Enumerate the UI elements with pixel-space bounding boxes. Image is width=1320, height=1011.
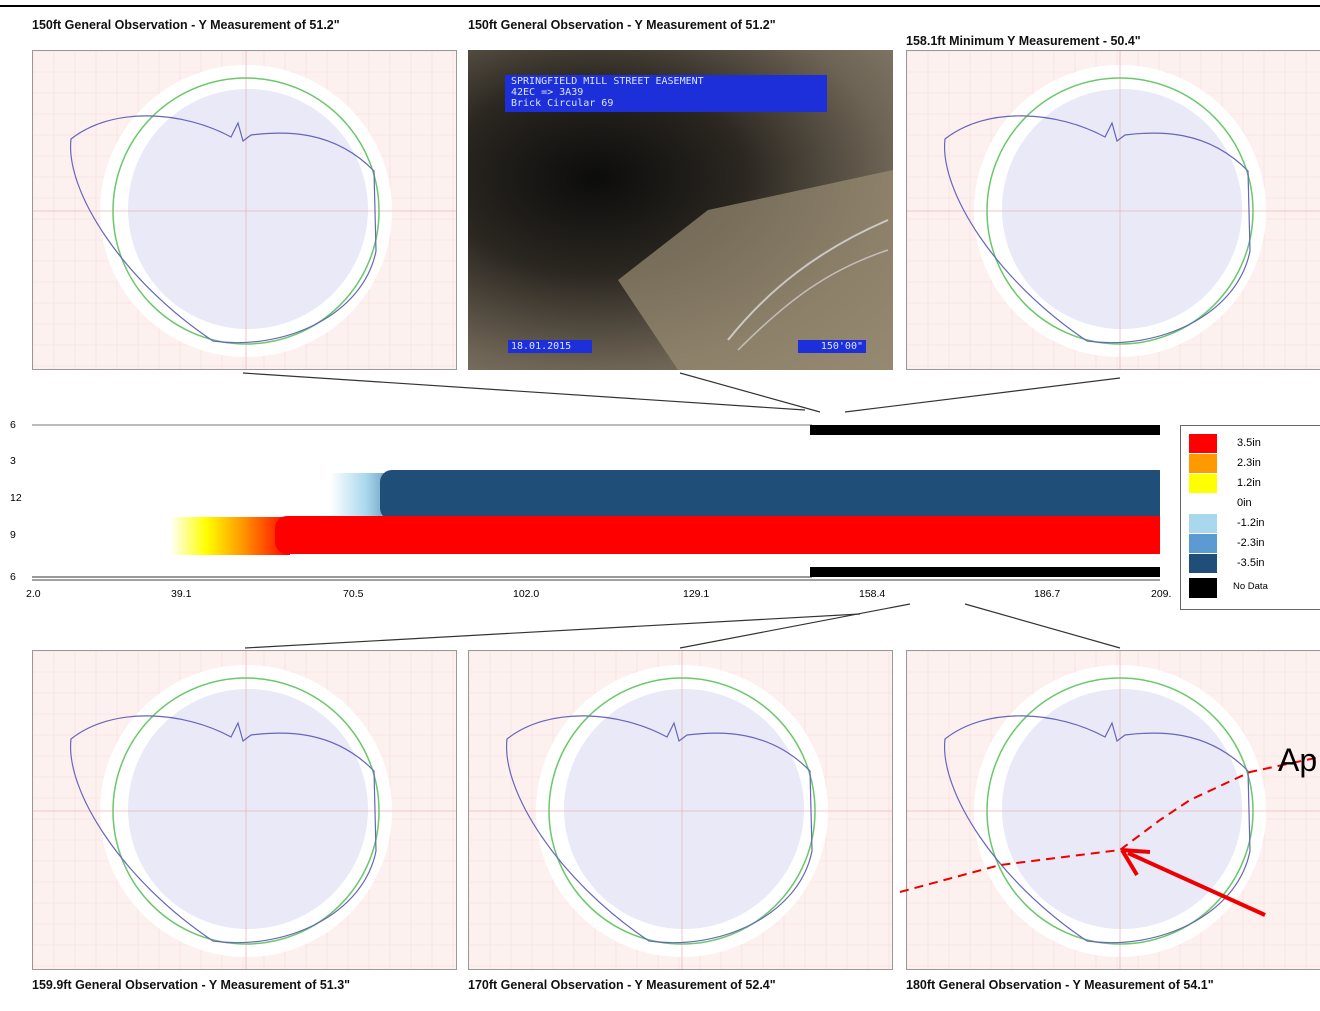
- caption: 158.1ft Minimum Y Measurement - 50.4": [906, 33, 1320, 49]
- profile-plot: [907, 651, 1320, 970]
- y-label: 6: [10, 419, 16, 431]
- x-label: 70.5: [343, 588, 363, 600]
- x-label: 129.1: [683, 588, 709, 600]
- profile-panel: [32, 50, 457, 370]
- overlay-line: 42EC => 3A39: [511, 87, 821, 98]
- profile-plot: [33, 651, 457, 970]
- overlay-distance: 150'00": [798, 340, 866, 353]
- legend-swatch: [1189, 534, 1217, 553]
- legend-label: -1.2in: [1237, 517, 1265, 529]
- annotation-text: Ap: [1278, 742, 1317, 779]
- report-page: 150ft General Observation - Y Measuremen…: [0, 0, 1320, 1011]
- overlay-box: SPRINGFIELD MILL STREET EASEMENT 42EC =>…: [505, 75, 827, 112]
- profile-plot: [907, 51, 1320, 370]
- overlay-date: 18.01.2015: [508, 340, 592, 353]
- x-label: 2.0: [26, 588, 41, 600]
- profile-panel: [906, 650, 1320, 970]
- y-label: 6: [10, 571, 16, 583]
- legend-swatch: [1189, 474, 1217, 493]
- x-label: 102.0: [513, 588, 539, 600]
- legend-swatch: [1189, 434, 1217, 453]
- legend-label: 0in: [1237, 497, 1252, 509]
- overlay-line: Brick Circular 69: [511, 98, 821, 109]
- caption: 150ft General Observation - Y Measuremen…: [32, 17, 372, 33]
- legend-swatch: [1189, 454, 1217, 473]
- legend-label: 1.2in: [1237, 477, 1261, 489]
- legend-swatch: [1189, 554, 1217, 573]
- profile-plot: [469, 651, 893, 970]
- strip-chart: [0, 415, 1160, 615]
- caption: 180ft General Observation - Y Measuremen…: [906, 977, 1246, 993]
- legend-label: No Data: [1233, 581, 1268, 592]
- y-label: 9: [10, 529, 16, 541]
- legend-label: -3.5in: [1237, 557, 1265, 569]
- legend-swatch: [1189, 514, 1217, 533]
- legend-label: 2.3in: [1237, 457, 1261, 469]
- legend: 3.5in 2.3in 1.2in 0in -1.2in -2.3in -3.5in No D…: [1180, 425, 1320, 610]
- caption: 150ft General Observation - Y Measuremen…: [468, 17, 808, 33]
- overlay-line: SPRINGFIELD MILL STREET EASEMENT: [511, 76, 821, 87]
- x-label: 209.: [1151, 588, 1171, 600]
- x-label: 158.4: [859, 588, 885, 600]
- legend-label: 3.5in: [1237, 437, 1261, 449]
- profile-panel: [906, 50, 1320, 370]
- x-label: 39.1: [171, 588, 191, 600]
- profile-plot: [33, 51, 457, 370]
- caption: 170ft General Observation - Y Measuremen…: [468, 977, 808, 993]
- caption: 159.9ft General Observation - Y Measurem…: [32, 977, 372, 993]
- profile-panel: [468, 650, 893, 970]
- y-label: 3: [10, 455, 16, 467]
- legend-swatch: [1189, 578, 1217, 598]
- y-label: 12: [10, 492, 22, 504]
- legend-label: -2.3in: [1237, 537, 1265, 549]
- legend-swatch: [1189, 494, 1217, 513]
- x-label: 186.7: [1034, 588, 1060, 600]
- profile-panel: [32, 650, 457, 970]
- video-frame: SPRINGFIELD MILL STREET EASEMENT 42EC =>…: [468, 50, 893, 370]
